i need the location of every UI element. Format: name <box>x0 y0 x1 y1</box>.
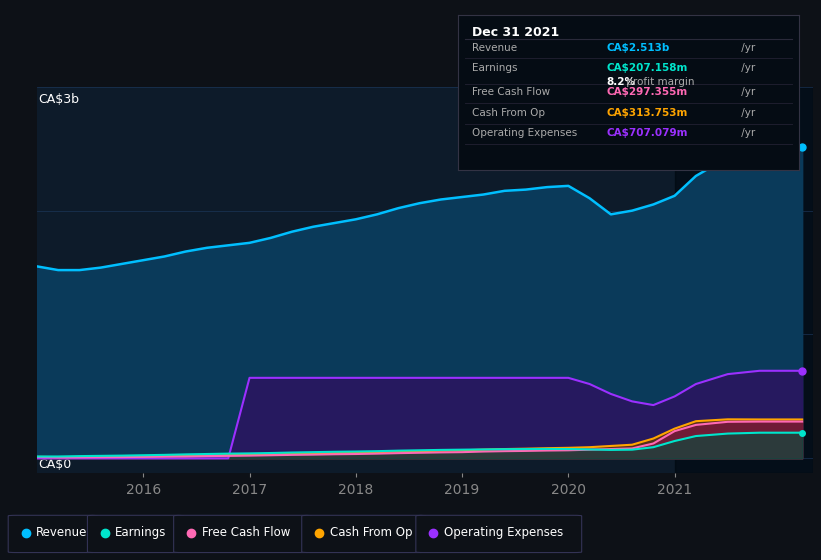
FancyBboxPatch shape <box>416 515 582 553</box>
Text: profit margin: profit margin <box>623 77 695 87</box>
Text: CA$2.513b: CA$2.513b <box>607 43 670 53</box>
Text: 8.2%: 8.2% <box>607 77 635 87</box>
Text: Cash From Op: Cash From Op <box>330 526 412 539</box>
Text: Free Cash Flow: Free Cash Flow <box>202 526 290 539</box>
FancyBboxPatch shape <box>8 515 98 553</box>
FancyBboxPatch shape <box>88 515 184 553</box>
Text: CA$297.355m: CA$297.355m <box>607 87 687 97</box>
Text: Revenue: Revenue <box>472 43 517 53</box>
Text: /yr: /yr <box>737 43 754 53</box>
Text: CA$0: CA$0 <box>39 458 71 472</box>
FancyBboxPatch shape <box>302 515 426 553</box>
FancyBboxPatch shape <box>174 515 312 553</box>
Text: CA$707.079m: CA$707.079m <box>607 128 688 138</box>
Text: Dec 31 2021: Dec 31 2021 <box>472 26 559 39</box>
Text: /yr: /yr <box>737 87 754 97</box>
Text: Operating Expenses: Operating Expenses <box>472 128 577 138</box>
Text: /yr: /yr <box>737 63 754 73</box>
Text: Earnings: Earnings <box>115 526 167 539</box>
Text: Cash From Op: Cash From Op <box>472 108 545 118</box>
Text: CA$3b: CA$3b <box>39 92 80 106</box>
Text: CA$207.158m: CA$207.158m <box>607 63 688 73</box>
Text: /yr: /yr <box>737 128 754 138</box>
Text: CA$313.753m: CA$313.753m <box>607 108 688 118</box>
Text: /yr: /yr <box>737 108 754 118</box>
Text: Earnings: Earnings <box>472 63 517 73</box>
Text: Revenue: Revenue <box>36 526 88 539</box>
Text: Operating Expenses: Operating Expenses <box>444 526 563 539</box>
Bar <box>675 87 813 473</box>
Text: Free Cash Flow: Free Cash Flow <box>472 87 550 97</box>
